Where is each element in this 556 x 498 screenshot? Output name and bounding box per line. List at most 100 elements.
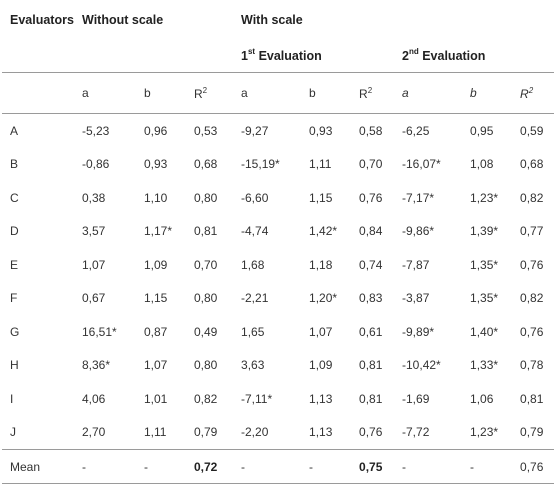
table-cell: 0,68 [194,157,218,172]
evaluator-label: G [10,324,20,339]
table-cell: 1,13 [309,391,333,406]
with-scale-header: With scale [241,13,303,27]
table-cell: 0,76 [359,425,383,440]
table-cell: -7,72 [402,425,430,440]
table-cell: 0,82 [520,190,544,205]
table-cell: -5,23 [82,113,144,148]
table-cell: -2,21 [241,291,269,306]
table-cell: 0,81 [520,391,544,406]
col-header-b: b [309,72,360,114]
mean-label: Mean [2,449,82,484]
table-cell: 0,38 [82,190,106,205]
table-cell: -0,86 [82,157,110,172]
table-cell: 0,82 [520,291,544,306]
table-cell: 1,23* [470,425,499,440]
table-cell: 0,68 [520,157,544,172]
col-header-r2: R2 [520,72,555,114]
mean-cell: - [82,449,144,484]
table-cell: 4,06 [82,391,106,406]
table-cell: -4,74 [241,224,269,239]
table-cell: 1,10 [144,190,168,205]
table-cell: 1,06 [470,391,494,406]
table-cell: 1,33* [470,358,499,373]
table-cell: -7,11* [241,391,273,406]
table-cell: 1,13 [309,425,333,440]
evaluators-header: Evaluators [10,13,74,27]
table-cell: 0,79 [194,425,218,440]
table-cell: -9,27 [241,113,310,148]
table-cell: 0,95 [470,113,521,148]
table-cell: 8,36* [82,358,111,373]
table-cell: 0,67 [82,291,106,306]
table-cell: -6,25 [402,113,471,148]
table-cell: 0,96 [144,113,194,148]
evaluator-label: F [10,291,18,306]
blank-cell [2,72,82,114]
table-cell: 0,81 [194,224,218,239]
evaluator-label: H [10,358,19,373]
mean-cell: - [402,449,471,484]
table-cell: -9,86* [402,224,435,239]
table-cell: 1,07 [144,358,168,373]
table-cell: 0,76 [520,257,544,272]
results-table: Evaluators Without scale With scale 1st … [2,0,555,484]
table-cell: 0,70 [194,257,218,272]
mean-cell: - [144,449,194,484]
table-row: F 0,67 1,15 0,80 -2,21 1,20* 0,83 -3,87 1,35* 0,8… [2,282,554,316]
table-cell: 3,63 [241,358,265,373]
table-cell: 1,42* [309,224,338,239]
table-body: A -5,23 0,96 0,53 -9,27 0,93 0,58 -6,25 0,95 0,59… [2,113,555,484]
table-cell: 1,09 [309,358,333,373]
table-cell: 0,81 [359,391,383,406]
table-cell: 1,01 [144,391,168,406]
table-cell: 1,65 [241,324,265,339]
table-cell: 0,76 [520,324,544,339]
table-cell: -7,17* [402,190,435,205]
mean-cell: 0,76 [520,449,555,484]
table-cell: 1,15 [144,291,168,306]
table-cell: 0,83 [359,291,383,306]
table-cell: 0,79 [520,425,544,440]
table-row: C 0,38 1,10 0,80 -6,60 1,15 0,76 -7,17* 1,23* 0,8… [2,181,554,215]
first-evaluation-header: 1st Evaluation [241,47,322,64]
table-cell: 1,35* [470,291,499,306]
table-cell: -10,42* [402,358,441,373]
col-header-a: a [82,72,144,114]
mean-cell: - [309,449,360,484]
col-header-a: a [241,72,310,114]
table-cell: 0,49 [194,324,218,339]
mean-cell: 0,75 [359,449,403,484]
table-cell: 0,58 [359,113,403,148]
table-cell: 0,78 [520,358,544,373]
table-cell: 2,70 [82,425,106,440]
table-cell: -15,19* [241,157,280,172]
table-cell: 1,07 [309,324,333,339]
without-scale-header: Without scale [82,13,164,27]
table-cell: -3,87 [402,291,430,306]
table-cell: 0,77 [520,224,544,239]
table-cell: 1,20* [309,291,338,306]
table-cell: 1,23* [470,190,499,205]
table-cell: 0,76 [359,190,383,205]
table-cell: 1,35* [470,257,499,272]
table-cell: 0,80 [194,358,218,373]
table-cell: 0,87 [144,324,168,339]
table-cell: 1,15 [309,190,333,205]
col-header-r2: R2 [194,72,242,114]
table-cell: 0,81 [359,358,383,373]
table-cell: 1,68 [241,257,265,272]
mean-row: Mean - -0,72- -0,75- -0,76 [2,449,555,484]
table-cell: 0,59 [520,113,555,148]
evaluator-label: D [10,224,19,239]
col-header-b: b [144,72,194,114]
col-header-b: b [470,72,521,114]
table-cell: 1,08 [470,157,494,172]
table-cell: -16,07* [402,157,441,172]
blank-cell [2,40,82,73]
blank-cell [82,40,241,73]
table-row: I 4,06 1,01 0,82 -7,11* 1,13 0,81 -1,69 1,06 0,81 [2,382,554,416]
table-row: H 8,36* 1,07 0,80 3,63 1,09 0,81 -10,42* 1,33* 0,… [2,349,554,383]
evaluator-label: C [10,190,19,205]
table-row: G 16,51* 0,87 0,49 1,65 1,07 0,61 -9,89* 1,40* 0,… [2,315,554,349]
table-cell: -7,87 [402,257,430,272]
